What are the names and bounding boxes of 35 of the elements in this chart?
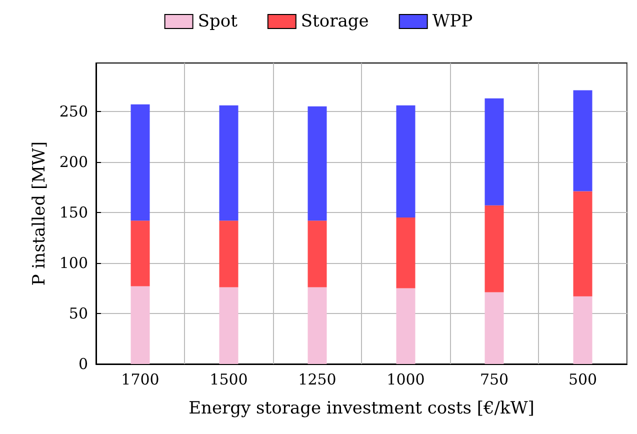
bar [308,106,327,221]
y-axis-title: P installed [MW] [30,141,50,286]
bar [573,90,592,192]
bar [130,104,150,221]
bar [219,105,238,221]
bar [484,292,504,364]
x-tick-label: 1250 [298,370,336,388]
bar [396,288,416,364]
x-tick-label: 500 [568,370,598,388]
bar [573,296,592,364]
y-tick-label: 150 [59,203,88,222]
x-tick-label: 1500 [210,370,248,388]
bar [396,105,416,218]
legend-label: Storage [300,12,369,32]
bar [484,98,504,206]
bar [130,286,150,364]
y-tick-label: 200 [59,152,88,171]
bar [130,220,150,286]
y-tick-label: 250 [59,102,88,120]
x-tick-label: 1000 [386,370,425,388]
x-tick-label: 1700 [121,370,160,388]
bar [573,191,592,296]
y-tick-label: 100 [59,254,88,272]
x-tick-label: 750 [480,370,509,388]
bar [219,287,238,364]
x-axis-title: Energy storage investment costs [€/kW] [188,398,534,418]
legend-label: WPP [432,12,473,32]
bar [219,220,238,288]
y-tick-label: 50 [68,304,88,322]
bar [396,218,416,288]
bar [484,205,504,292]
bar [308,220,327,288]
bar [308,287,327,364]
legend-label: Spot [198,12,238,32]
y-tick-label: 0 [78,355,88,373]
